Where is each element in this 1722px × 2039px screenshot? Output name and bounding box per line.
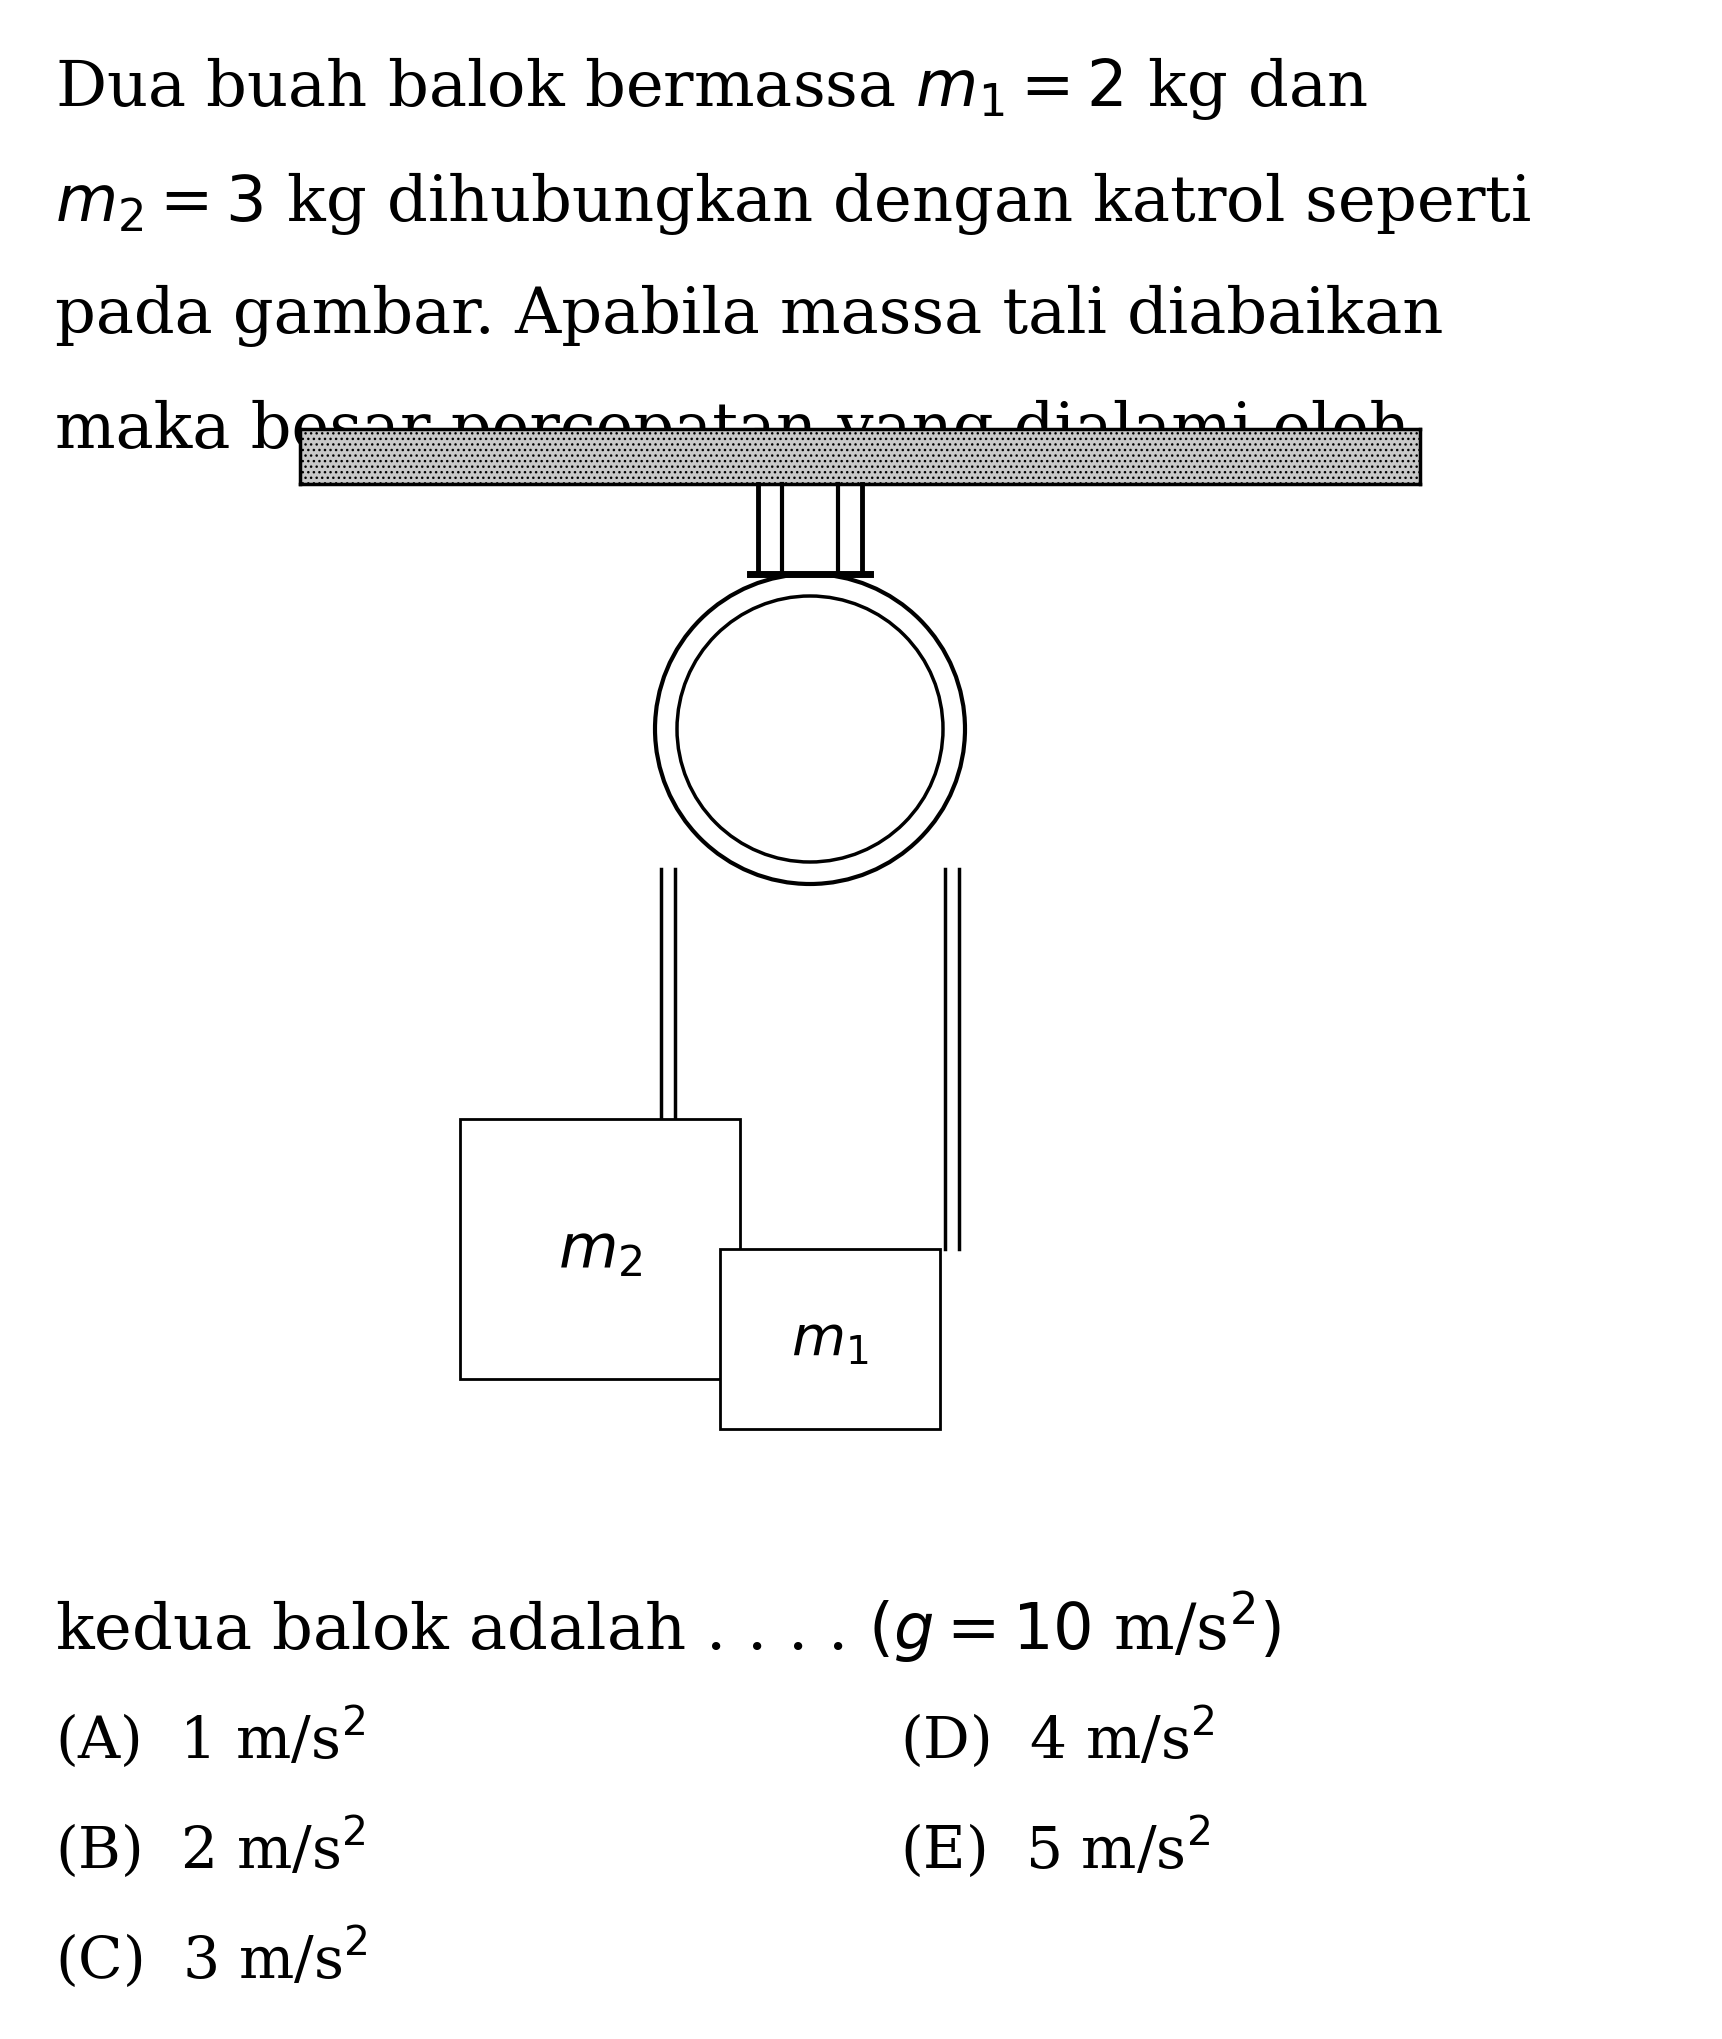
Text: (C)  3 m/s$^2$: (C) 3 m/s$^2$ bbox=[55, 1925, 367, 1990]
Text: $m_1$: $m_1$ bbox=[792, 1311, 868, 1366]
Text: (D)  4 m/s$^2$: (D) 4 m/s$^2$ bbox=[901, 1705, 1214, 1770]
Text: $m_2$: $m_2$ bbox=[558, 1219, 642, 1278]
Text: (B)  2 m/s$^2$: (B) 2 m/s$^2$ bbox=[55, 1815, 365, 1880]
Bar bbox=[720, 1250, 940, 1429]
Circle shape bbox=[677, 597, 944, 862]
Text: (E)  5 m/s$^2$: (E) 5 m/s$^2$ bbox=[901, 1815, 1211, 1880]
Circle shape bbox=[654, 575, 964, 885]
Text: Dua buah balok bermassa $m_1 = 2$ kg dan: Dua buah balok bermassa $m_1 = 2$ kg dan bbox=[55, 55, 1367, 122]
Text: kedua balok adalah . . . . $(g = 10$ m/s$^2)$: kedua balok adalah . . . . $(g = 10$ m/s… bbox=[55, 1588, 1281, 1664]
Text: pada gambar. Apabila massa tali diabaikan: pada gambar. Apabila massa tali diabaika… bbox=[55, 285, 1443, 347]
Text: $m_2 = 3$ kg dihubungkan dengan katrol seperti: $m_2 = 3$ kg dihubungkan dengan katrol s… bbox=[55, 169, 1531, 237]
Text: maka besar percepatan yang dialami oleh: maka besar percepatan yang dialami oleh bbox=[55, 400, 1410, 463]
Bar bbox=[460, 1119, 740, 1378]
Bar bbox=[300, 430, 1421, 485]
Text: (A)  1 m/s$^2$: (A) 1 m/s$^2$ bbox=[55, 1705, 365, 1770]
